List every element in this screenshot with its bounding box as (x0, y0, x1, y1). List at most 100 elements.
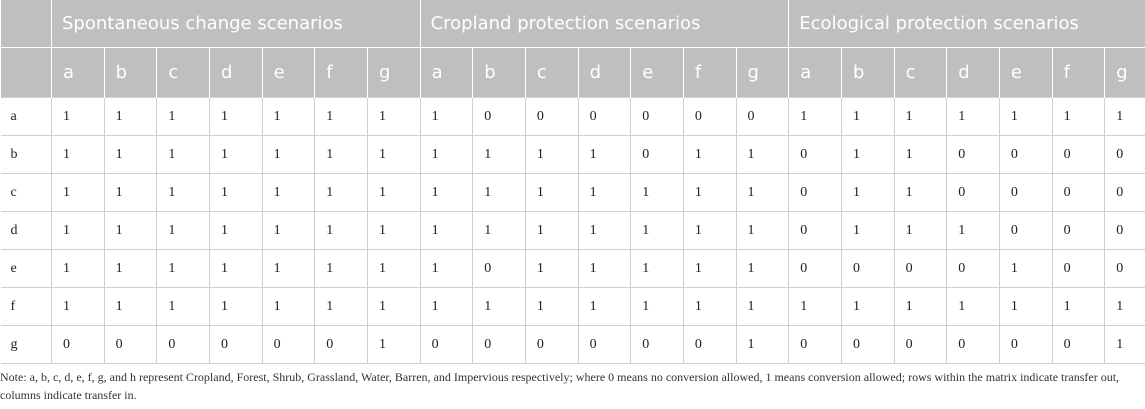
matrix-cell: 1 (366, 287, 421, 326)
matrix-cell: 0 (1051, 211, 1105, 250)
matrix-cell: 1 (840, 211, 895, 250)
row-label: f (0, 287, 52, 326)
column-header-a: a (51, 47, 105, 98)
matrix-cell: 1 (208, 173, 263, 212)
matrix-cell: 1 (1051, 97, 1105, 136)
matrix-cell: 1 (840, 135, 895, 174)
column-header-d: d (577, 47, 631, 98)
column-header-f: f (682, 47, 737, 98)
matrix-cell: 1 (103, 97, 157, 136)
column-header-g: g (735, 47, 789, 98)
matrix-cell: 1 (577, 173, 631, 212)
column-header-f: f (314, 47, 368, 98)
matrix-cell: 1 (893, 211, 947, 250)
matrix-cell: 1 (51, 135, 105, 174)
matrix-cell: 0 (524, 325, 579, 364)
matrix-cell: 0 (788, 325, 842, 364)
group-header-ecological: Ecological protection scenarios (788, 0, 1145, 48)
matrix-cell: 1 (314, 135, 368, 174)
matrix-cell: 0 (577, 97, 631, 136)
matrix-cell: 1 (840, 287, 895, 326)
matrix-cell: 1 (577, 211, 631, 250)
matrix-cell: 1 (51, 97, 105, 136)
conversion-matrix-table: Spontaneous change scenarios Cropland pr… (0, 0, 1145, 364)
matrix-cell: 1 (261, 249, 315, 288)
matrix-cell: 0 (1051, 249, 1105, 288)
matrix-cell: 1 (893, 173, 947, 212)
group-header-cropland: Cropland protection scenarios (419, 0, 789, 48)
row-label: g (0, 325, 52, 364)
matrix-cell: 1 (51, 173, 105, 212)
column-header-b: b (840, 47, 895, 98)
matrix-cell: 1 (1104, 97, 1145, 136)
matrix-cell: 0 (630, 97, 684, 136)
matrix-cell: 1 (682, 173, 737, 212)
matrix-cell: 1 (524, 135, 579, 174)
column-header-c: c (893, 47, 947, 98)
row-label: e (0, 249, 52, 288)
matrix-cell: 1 (524, 249, 579, 288)
matrix-cell: 1 (314, 211, 368, 250)
matrix-cell: 0 (893, 325, 947, 364)
matrix-cell: 1 (735, 249, 789, 288)
row-label: d (0, 211, 52, 250)
column-header-c: c (156, 47, 210, 98)
matrix-cell: 1 (893, 287, 947, 326)
matrix-cell: 1 (156, 249, 210, 288)
matrix-cell: 1 (524, 173, 579, 212)
matrix-cell: 1 (156, 135, 210, 174)
matrix-cell: 1 (103, 135, 157, 174)
matrix-cell: 1 (472, 287, 526, 326)
matrix-cell: 1 (682, 249, 737, 288)
matrix-cell: 1 (314, 287, 368, 326)
matrix-cell: 0 (946, 249, 1000, 288)
matrix-cell: 1 (1104, 325, 1145, 364)
matrix-cell: 0 (682, 97, 737, 136)
matrix-cell: 1 (103, 249, 157, 288)
matrix-cell: 1 (735, 135, 789, 174)
matrix-cell: 0 (998, 135, 1053, 174)
matrix-cell: 1 (51, 249, 105, 288)
matrix-cell: 0 (630, 325, 684, 364)
matrix-cell: 1 (735, 325, 789, 364)
matrix-cell: 0 (1104, 249, 1145, 288)
matrix-cell: 1 (208, 211, 263, 250)
matrix-cell: 1 (893, 97, 947, 136)
matrix-cell: 1 (630, 287, 684, 326)
matrix-cell: 0 (472, 325, 526, 364)
matrix-cell: 1 (261, 97, 315, 136)
matrix-cell: 1 (419, 173, 473, 212)
matrix-cell: 1 (419, 97, 473, 136)
matrix-cell: 1 (103, 211, 157, 250)
matrix-cell: 1 (735, 287, 789, 326)
matrix-cell: 1 (630, 173, 684, 212)
matrix-cell: 0 (788, 173, 842, 212)
column-header-b: b (103, 47, 157, 98)
matrix-cell: 1 (893, 135, 947, 174)
matrix-cell: 1 (156, 287, 210, 326)
matrix-cell: 1 (946, 287, 1000, 326)
matrix-cell: 1 (208, 249, 263, 288)
matrix-cell: 0 (788, 249, 842, 288)
matrix-cell: 1 (682, 211, 737, 250)
matrix-cell: 1 (788, 97, 842, 136)
matrix-cell: 0 (788, 135, 842, 174)
matrix-cell: 1 (946, 211, 1000, 250)
matrix-cell: 1 (366, 249, 421, 288)
matrix-cell: 0 (840, 325, 895, 364)
matrix-cell: 0 (314, 325, 368, 364)
matrix-cell: 0 (1051, 325, 1105, 364)
matrix-cell: 0 (630, 135, 684, 174)
matrix-cell: 1 (840, 173, 895, 212)
column-header-c: c (524, 47, 579, 98)
matrix-cell: 1 (735, 173, 789, 212)
matrix-cell: 0 (51, 325, 105, 364)
matrix-cell: 1 (524, 211, 579, 250)
matrix-cell: 1 (998, 287, 1053, 326)
